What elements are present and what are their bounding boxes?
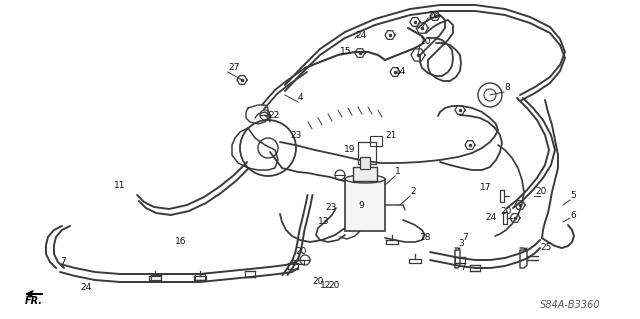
Text: 7: 7 [60, 257, 66, 266]
Bar [370, 136, 382, 146]
Text: 19: 19 [344, 145, 355, 154]
Text: 5: 5 [570, 191, 576, 201]
Text: S84A-B3360: S84A-B3360 [540, 300, 600, 310]
Text: 10: 10 [420, 38, 431, 47]
Text: 6: 6 [570, 211, 576, 219]
Text: 20: 20 [535, 188, 547, 197]
Text: 27: 27 [228, 63, 239, 72]
Text: 4: 4 [298, 93, 303, 102]
Bar [353, 167, 377, 181]
Text: 2: 2 [410, 188, 415, 197]
Text: 14: 14 [395, 68, 406, 77]
Text: 1: 1 [395, 167, 401, 176]
Text: FR.: FR. [25, 296, 43, 306]
Text: 26: 26 [428, 11, 440, 19]
Text: 22: 22 [268, 110, 279, 120]
Text: 7: 7 [460, 263, 466, 272]
Text: 3: 3 [458, 240, 464, 249]
Text: 13: 13 [318, 218, 330, 226]
Text: 21: 21 [385, 131, 396, 140]
Text: 20: 20 [295, 248, 307, 256]
Text: 24: 24 [355, 31, 366, 40]
Text: 20: 20 [312, 278, 323, 286]
Bar [358, 142, 376, 164]
Text: 17: 17 [480, 183, 492, 192]
Text: 11: 11 [113, 181, 125, 189]
Ellipse shape [345, 175, 385, 183]
Text: 7: 7 [462, 234, 468, 242]
Text: 24: 24 [485, 213, 496, 222]
Bar [345, 179, 385, 231]
Text: 23: 23 [325, 204, 337, 212]
Bar [360, 157, 370, 169]
Text: 12: 12 [320, 281, 332, 291]
Text: 18: 18 [420, 234, 431, 242]
Text: 25: 25 [540, 243, 552, 253]
Text: 15: 15 [340, 48, 351, 56]
Text: 23: 23 [290, 130, 301, 139]
Text: 24: 24 [80, 284, 92, 293]
Text: 8: 8 [504, 84, 509, 93]
Text: 16: 16 [175, 238, 186, 247]
Text: 20: 20 [328, 280, 339, 290]
Text: 9: 9 [358, 202, 364, 211]
Text: 20: 20 [500, 207, 511, 217]
